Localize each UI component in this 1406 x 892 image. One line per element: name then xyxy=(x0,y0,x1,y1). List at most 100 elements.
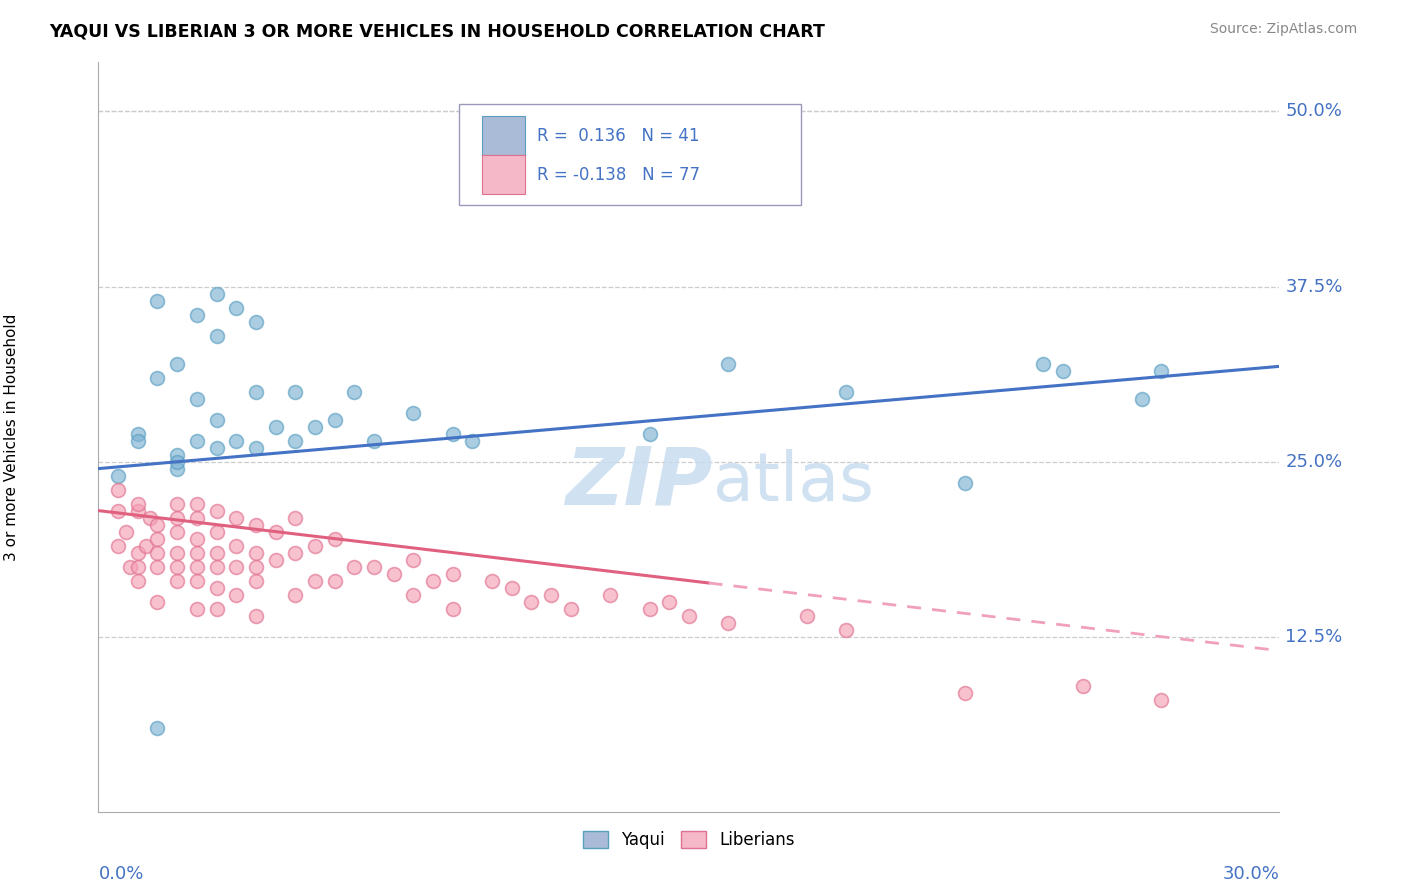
Point xyxy=(363,559,385,574)
Point xyxy=(1052,363,1074,377)
Point xyxy=(264,419,287,434)
Point xyxy=(245,517,267,532)
Text: R =  0.136   N = 41: R = 0.136 N = 41 xyxy=(537,127,699,145)
Point xyxy=(107,503,129,517)
Point xyxy=(205,328,228,343)
Point xyxy=(638,601,661,615)
Point xyxy=(245,608,267,623)
Text: 25.0%: 25.0% xyxy=(1285,452,1343,471)
Point xyxy=(304,419,326,434)
Point xyxy=(146,559,169,574)
Point xyxy=(166,448,188,462)
Point xyxy=(115,524,138,539)
Point xyxy=(304,574,326,588)
Point xyxy=(501,581,523,595)
Point xyxy=(284,588,307,602)
Text: YAQUI VS LIBERIAN 3 OR MORE VEHICLES IN HOUSEHOLD CORRELATION CHART: YAQUI VS LIBERIAN 3 OR MORE VEHICLES IN … xyxy=(49,22,825,40)
Point xyxy=(205,412,228,426)
Point xyxy=(461,434,484,448)
Point xyxy=(245,441,267,455)
Point xyxy=(186,308,208,322)
Point xyxy=(146,293,169,308)
Point xyxy=(225,301,247,315)
Point xyxy=(166,357,188,371)
Point xyxy=(323,574,346,588)
Point xyxy=(638,426,661,441)
Point xyxy=(166,574,188,588)
Point xyxy=(1130,392,1153,406)
Point xyxy=(245,574,267,588)
Text: R = -0.138   N = 77: R = -0.138 N = 77 xyxy=(537,166,700,184)
Point xyxy=(127,574,149,588)
Point xyxy=(138,510,160,524)
Point xyxy=(186,559,208,574)
Point xyxy=(599,588,621,602)
Point xyxy=(205,441,228,455)
Point xyxy=(186,546,208,560)
Point xyxy=(441,426,464,441)
Point xyxy=(835,384,858,399)
Point xyxy=(835,623,858,637)
Point xyxy=(343,384,366,399)
Point xyxy=(1150,692,1173,706)
Point xyxy=(441,601,464,615)
Point xyxy=(422,574,444,588)
Point xyxy=(363,434,385,448)
Point xyxy=(953,686,976,700)
Point xyxy=(186,601,208,615)
Point xyxy=(402,588,425,602)
Point xyxy=(225,510,247,524)
Point xyxy=(166,559,188,574)
Point xyxy=(225,588,247,602)
Point xyxy=(205,286,228,301)
Point xyxy=(166,510,188,524)
Point xyxy=(796,608,818,623)
Point xyxy=(1071,679,1094,693)
Point xyxy=(146,532,169,546)
Point xyxy=(343,559,366,574)
Point xyxy=(186,510,208,524)
Point xyxy=(146,370,169,384)
Point xyxy=(166,497,188,511)
Point xyxy=(323,532,346,546)
Point xyxy=(166,546,188,560)
Point xyxy=(205,559,228,574)
Point xyxy=(245,314,267,328)
Point xyxy=(304,539,326,553)
Point xyxy=(264,552,287,566)
Text: Source: ZipAtlas.com: Source: ZipAtlas.com xyxy=(1209,22,1357,37)
Point xyxy=(658,594,681,608)
Point xyxy=(127,503,149,517)
Point xyxy=(540,588,562,602)
Point xyxy=(245,559,267,574)
Point xyxy=(225,539,247,553)
Point xyxy=(205,546,228,560)
Point xyxy=(284,434,307,448)
Point xyxy=(186,434,208,448)
Legend: Yaqui, Liberians: Yaqui, Liberians xyxy=(576,824,801,855)
Point xyxy=(717,615,740,630)
Point xyxy=(118,559,141,574)
Point xyxy=(284,510,307,524)
Point xyxy=(245,384,267,399)
Point xyxy=(717,357,740,371)
Point xyxy=(1032,357,1054,371)
Point xyxy=(481,574,503,588)
Point xyxy=(1150,363,1173,377)
Text: atlas: atlas xyxy=(713,449,873,515)
Point xyxy=(245,546,267,560)
Text: 50.0%: 50.0% xyxy=(1285,103,1343,120)
Point xyxy=(127,559,149,574)
Point xyxy=(953,475,976,490)
Point xyxy=(323,412,346,426)
Point xyxy=(205,524,228,539)
Point xyxy=(402,552,425,566)
Point xyxy=(402,406,425,420)
Point xyxy=(382,566,405,581)
Point xyxy=(146,517,169,532)
Text: 12.5%: 12.5% xyxy=(1285,628,1343,646)
Text: 30.0%: 30.0% xyxy=(1223,865,1279,883)
Point xyxy=(205,503,228,517)
Point xyxy=(520,188,543,202)
FancyBboxPatch shape xyxy=(482,155,524,194)
